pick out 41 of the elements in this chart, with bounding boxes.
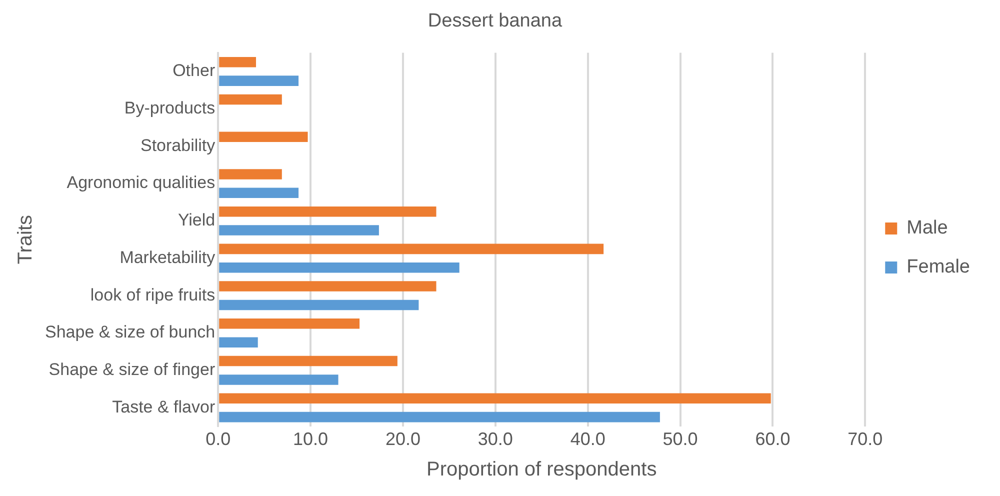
y-tick-label: Other <box>172 61 216 80</box>
x-tick-label: 60.0 <box>755 429 790 450</box>
legend-label: Male <box>906 218 948 239</box>
y-tick-label: Taste & flavor <box>112 397 216 416</box>
bar <box>219 169 282 180</box>
bar <box>219 188 299 198</box>
chart-title: Dessert banana <box>428 10 562 32</box>
bar <box>219 57 256 68</box>
y-tick-label: Shape & size of finger <box>48 360 216 380</box>
x-tick-label: 50.0 <box>662 429 698 450</box>
y-tick-label: By-products <box>124 98 216 118</box>
bar <box>219 356 398 366</box>
x-tick-label: 0.0 <box>206 429 231 450</box>
x-tick-label: 30.0 <box>478 429 513 450</box>
bar <box>219 76 299 86</box>
bar <box>219 94 282 105</box>
x-tick-label: 10.0 <box>293 429 328 450</box>
y-tick-label: Yield <box>178 210 216 230</box>
x-axis-title: Proportion of respondents <box>426 458 657 481</box>
bar <box>219 225 379 236</box>
bar <box>219 412 660 422</box>
y-tick-label: look of ripe fruits <box>90 285 216 304</box>
bar <box>219 337 258 348</box>
bar <box>219 132 308 142</box>
y-axis-title: Traits <box>14 214 37 264</box>
bar <box>219 374 338 385</box>
y-tick-label: Marketability <box>120 248 216 267</box>
x-tick-label: 20.0 <box>385 429 421 450</box>
x-tick-label: 70.0 <box>848 429 883 450</box>
bar <box>219 262 460 273</box>
x-tick-label: 40.0 <box>570 429 606 450</box>
bar <box>219 393 771 404</box>
y-tick-label: Agronomic qualities <box>66 173 216 192</box>
legend-label: Female <box>906 256 970 278</box>
bar <box>219 300 419 310</box>
bar <box>219 244 604 254</box>
bar <box>219 206 436 217</box>
bar <box>219 318 360 329</box>
y-tick-label: Shape & size of bunch <box>44 322 216 342</box>
bar <box>219 281 436 292</box>
y-tick-label: Storability <box>140 136 216 155</box>
